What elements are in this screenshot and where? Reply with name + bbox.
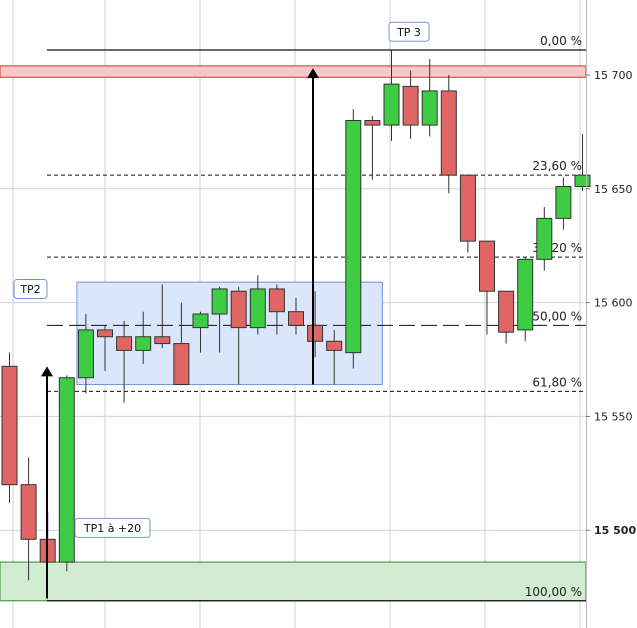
candle-body <box>574 174 591 188</box>
candle <box>479 240 495 335</box>
fib-level-label: 23,60 % <box>532 159 582 173</box>
candle-body <box>345 120 362 354</box>
y-axis-tick-label: 15 550 <box>594 410 633 423</box>
candle <box>288 298 304 335</box>
candle-body <box>20 484 37 540</box>
annotation-tag: TP1 à +20 <box>74 517 151 538</box>
candles-layer <box>1 49 591 581</box>
candle <box>173 302 190 386</box>
candle-body <box>1 365 18 486</box>
candle <box>326 329 343 385</box>
candle <box>345 109 362 369</box>
y-axis-tick-label: 15 700 <box>594 69 633 82</box>
candle <box>211 286 228 353</box>
candle-body <box>326 340 343 351</box>
candle <box>230 286 247 385</box>
candle <box>536 207 553 271</box>
candle <box>249 275 266 335</box>
candle-body <box>383 83 400 126</box>
y-axis-tick-label: 15 500 <box>594 524 636 537</box>
candle-body <box>440 90 457 176</box>
range-zone <box>76 281 383 386</box>
candle-body <box>97 329 113 338</box>
fib-level-label: 61,80 % <box>532 375 582 389</box>
y-axis-tick-label: 15 650 <box>594 183 633 196</box>
candle <box>268 284 285 335</box>
annotation-tag: TP 3 <box>388 21 430 42</box>
annotation-label: TP 3 <box>396 26 421 39</box>
candle-body <box>135 336 152 351</box>
candle <box>383 49 400 142</box>
candle <box>116 320 133 403</box>
candle-body <box>536 217 553 260</box>
fib-level-label: 100,00 % <box>525 585 582 599</box>
candle <box>20 457 37 581</box>
candle-body <box>211 288 228 315</box>
candle <box>77 313 94 394</box>
candle <box>154 284 171 349</box>
candle <box>307 291 324 358</box>
candle <box>555 177 572 230</box>
annotation-box <box>74 517 151 538</box>
annotation-box <box>388 21 430 42</box>
annotation-label: TP1 à +20 <box>83 522 141 535</box>
candle-body <box>154 336 171 345</box>
candle <box>192 311 209 353</box>
candle <box>440 75 457 194</box>
candle <box>402 70 419 139</box>
candle <box>97 325 113 371</box>
candle-body <box>249 288 266 329</box>
candle-body <box>58 377 75 563</box>
arrow-head <box>307 68 319 79</box>
candle <box>1 352 18 503</box>
candle-body <box>517 258 534 331</box>
candle <box>135 311 152 365</box>
resistance-zone <box>0 65 587 78</box>
annotation-tag: TP2 <box>13 278 48 299</box>
candle <box>459 174 476 253</box>
candle-body <box>307 324 324 342</box>
annotation-label: TP2 <box>19 283 40 296</box>
candle-body <box>77 329 94 379</box>
candle-body <box>192 313 209 329</box>
candle <box>364 115 381 180</box>
candle <box>498 290 515 344</box>
candle-body <box>498 290 515 333</box>
candle-body <box>402 85 419 126</box>
candle <box>574 134 591 192</box>
support-zone <box>0 561 587 602</box>
arrow-head <box>41 366 53 377</box>
candle-body <box>364 120 381 126</box>
candle <box>58 375 75 572</box>
candle-body <box>116 336 133 351</box>
candle-body <box>288 311 304 326</box>
candle-body <box>479 240 495 292</box>
candle-body <box>173 343 190 386</box>
candle <box>421 59 438 137</box>
annotation-box <box>13 278 48 299</box>
candle-body <box>230 290 247 329</box>
fib-level-label: 50,00 % <box>532 309 582 323</box>
fib-level-label: 0,00 % <box>540 34 582 48</box>
candle-body <box>459 174 476 242</box>
y-axis-tick-label: 15 600 <box>594 297 633 310</box>
candle-body <box>421 90 438 126</box>
candle-body <box>555 186 572 219</box>
candle <box>517 257 534 342</box>
candle-body <box>268 288 285 313</box>
